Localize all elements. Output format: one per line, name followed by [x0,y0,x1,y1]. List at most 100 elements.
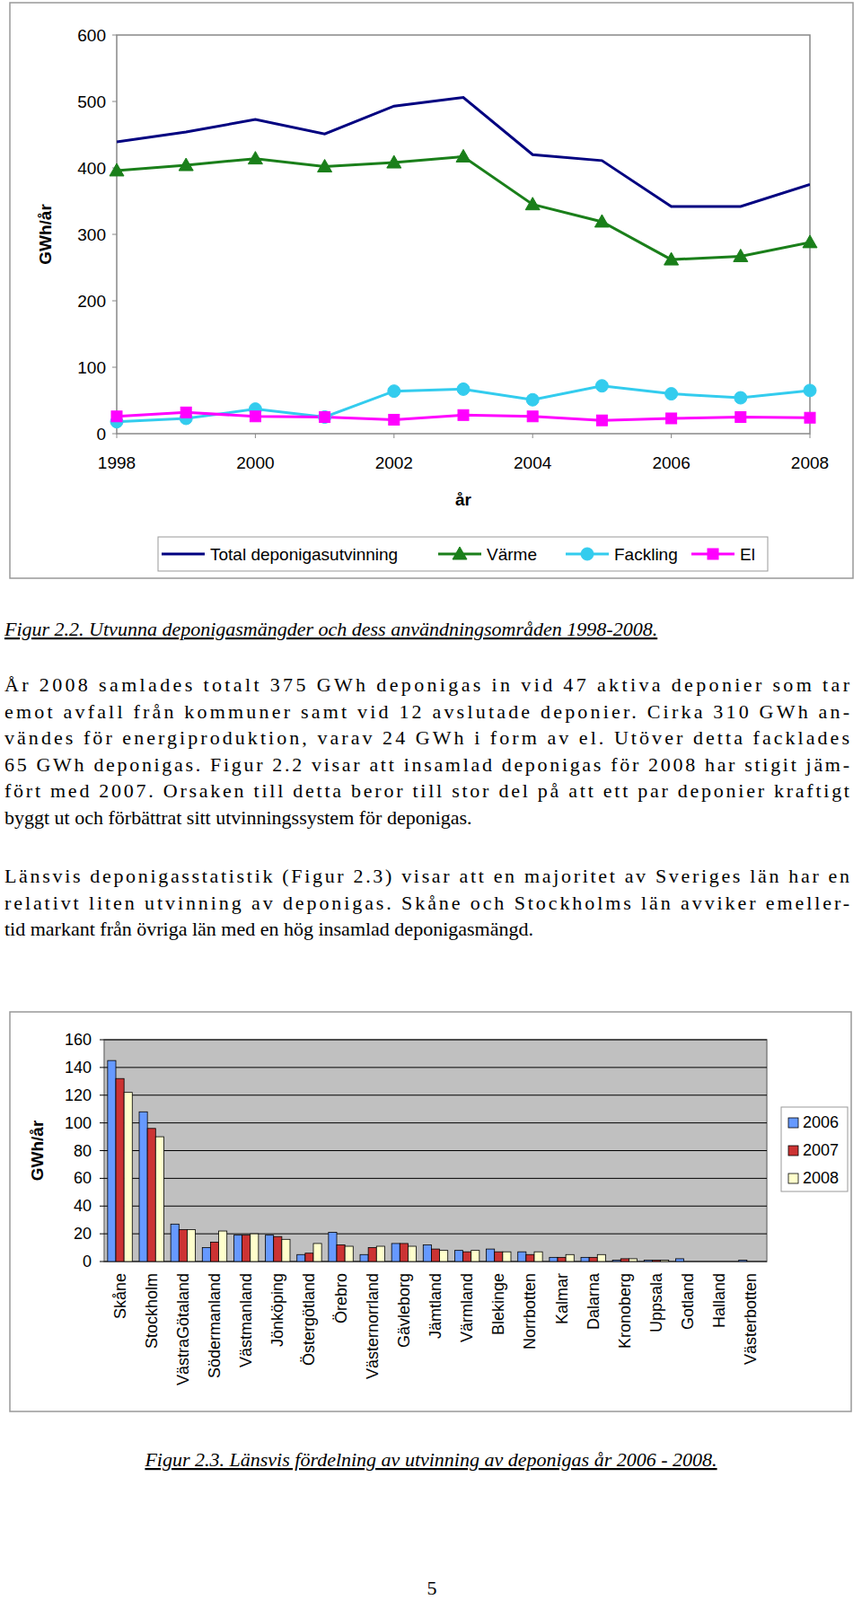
point-marker [249,411,261,423]
point-marker [457,382,470,396]
x-tick-label: 2000 [236,453,274,473]
bar [422,1244,431,1262]
legend-label: 2008 [802,1169,839,1188]
paragraph-line: Länsvis deponigasstatistik (Figur 2.3) v… [4,864,850,888]
bars [107,1060,748,1262]
figure-caption: Figur 2.3. Länsvis fördelning av utvinni… [143,1448,717,1471]
point-marker [457,409,469,421]
x-tick-label: 1998 [97,453,136,473]
y-tick-label: 500 [77,92,106,112]
chart-frame [9,1011,852,1412]
x-tick-label: Blekinge [489,1273,508,1336]
chart-frame [9,2,854,579]
bar [565,1254,574,1262]
bar [738,1259,748,1262]
paragraph-line: fört med 2007. Orsaken till detta beror … [4,779,850,802]
paragraph-line: byggt ut och förbättrat sitt utvinningss… [4,806,473,829]
legend-swatch [788,1117,799,1128]
series-line [116,156,810,260]
x-tick-label: 2006 [651,453,690,473]
point-marker [318,411,332,424]
bar [612,1259,621,1262]
bar [526,1254,535,1262]
point-marker [665,387,678,401]
x-tick-label: Gävleborg [395,1273,414,1348]
paragraph-line: vändes för energiproduktion, varav 24 GW… [4,726,850,749]
bar [360,1254,369,1262]
bar [597,1254,606,1262]
x-tick [809,433,811,439]
legend-label: Total deponigasutvinning [210,545,398,564]
grid-line [104,1205,767,1207]
bar [747,1261,756,1263]
y-tick [99,1094,105,1096]
x-tick-label: Västerbotten [741,1273,760,1365]
x-tick [116,433,118,439]
bar [580,1257,590,1262]
x-tick-label: Kronoberg [615,1273,634,1349]
series-line [116,97,810,207]
y-tick-label: 0 [82,1252,92,1271]
y-tick [99,1205,105,1207]
grid-line [104,1150,767,1152]
y-tick [99,1122,105,1124]
bar [707,1261,716,1263]
legend-line [161,553,205,556]
x-tick-label: Stockholm [142,1273,161,1349]
bar [376,1246,385,1262]
bar [660,1259,669,1262]
grid-line [104,1233,767,1235]
bar [692,1261,701,1263]
point-marker [733,248,748,262]
bar [139,1111,148,1262]
point-marker [526,393,539,406]
grid-line [104,1178,767,1179]
page: Figur 2.2. Utvunna deponigasmängder och … [0,0,862,1600]
y-tick [99,1039,105,1041]
point-marker [802,235,818,248]
legend: Total deponigasutvinningVärmeFacklingEl [158,536,768,572]
x-tick-label: Jönköping [268,1273,287,1347]
legend-frame [158,536,768,572]
y-tick [112,101,117,103]
bar [242,1235,251,1262]
point-marker [109,163,124,176]
y-axis-label: GWh/år [35,203,55,265]
legend-frame [781,1107,848,1192]
y-tick-label: 600 [77,26,106,45]
y-tick-label: 300 [77,225,106,245]
x-tick-label: 2002 [375,453,414,473]
point-marker [387,385,401,398]
bar [439,1250,449,1262]
bar [186,1229,195,1262]
bar [471,1250,480,1262]
point-marker [178,158,194,171]
x-tick-label: Uppsala [647,1272,666,1333]
bar [723,1261,732,1263]
x-tick [255,433,256,439]
bar [297,1254,306,1262]
line-chart: 0100200300400500600199820002002200420062… [9,2,854,579]
legend-label: Fackling [614,545,678,564]
x-tick [393,433,395,439]
point-marker [735,412,747,423]
bar [715,1261,724,1263]
x-tick-label: Östergötland [299,1273,318,1366]
y-tick-label: 20 [73,1224,92,1243]
x-tick-label: Dalarna [584,1272,603,1330]
x-tick-label: Örebro [332,1273,351,1324]
bar [305,1253,314,1262]
paragraph-line: År 2008 samlades totalt 375 GWh deponiga… [4,673,851,696]
y-tick-label: 80 [73,1142,92,1161]
bar [589,1257,598,1262]
plot-frame [116,35,810,434]
bar [534,1251,543,1262]
page-number: 5 [427,1576,438,1600]
point-marker [664,252,679,265]
y-tick-label: 100 [77,358,106,378]
x-tick-label: Norrbotten [520,1273,539,1350]
bar [486,1249,495,1262]
legend-label: 2006 [802,1113,839,1132]
bar [431,1249,440,1262]
background [0,0,862,1600]
